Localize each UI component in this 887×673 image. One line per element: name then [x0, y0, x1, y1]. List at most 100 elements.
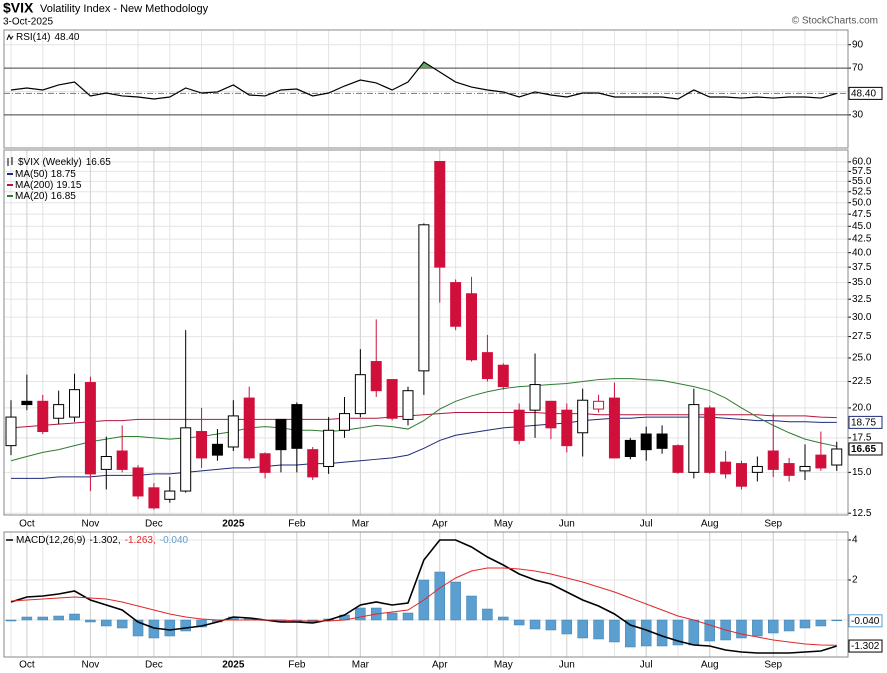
candle-body — [513, 409, 525, 441]
candle-body — [132, 467, 144, 497]
x-tick-label: Aug — [701, 660, 719, 671]
candle-body — [418, 224, 430, 372]
y-tick-label: 20.0 — [852, 403, 872, 414]
candle-body — [672, 445, 684, 473]
macd-line — [10, 539, 837, 654]
histogram-bar — [767, 619, 779, 634]
y-tick-label: 37.5 — [852, 262, 872, 273]
legend: MACD(12,26,9) -1.302, -1.263, -0.040 — [16, 535, 189, 546]
histogram-bar — [799, 619, 811, 629]
legend-value: 16.65 — [86, 157, 111, 168]
candle-body — [164, 490, 176, 500]
histogram-bar — [196, 619, 207, 628]
candle-body — [720, 461, 732, 475]
x-tick-label: Nov — [82, 519, 100, 530]
candle-body — [116, 450, 128, 470]
candle-body — [497, 364, 509, 388]
candle-body — [211, 443, 223, 456]
legend: $VIX (Weekly) 16.65 — [18, 157, 111, 168]
histogram-bar — [386, 612, 398, 621]
y-tick-label: 45.0 — [852, 221, 872, 232]
histogram-bar — [577, 619, 588, 639]
histogram-bar — [53, 615, 64, 621]
x-tick-label: Nov — [82, 660, 100, 671]
histogram-bar — [831, 619, 843, 622]
y-tick-label: 30.0 — [852, 312, 872, 323]
histogram-bar — [85, 619, 96, 623]
histogram-bar — [482, 608, 493, 621]
y-tick-label: 30 — [852, 110, 864, 121]
candle-body — [21, 400, 33, 406]
x-tick-label: 2025 — [222, 519, 245, 530]
legend-name: MA(50) — [15, 169, 48, 180]
x-tick-label: Aug — [701, 519, 719, 530]
x-tick-label: Sep — [764, 519, 782, 530]
legend-entry: MA(20) 16.85 — [15, 191, 76, 202]
value-tag-label: 48.40 — [851, 89, 876, 100]
histogram-bar — [672, 619, 684, 646]
legend-value: 19.15 — [56, 180, 81, 191]
candle-body — [735, 463, 747, 487]
candle-body — [243, 397, 255, 459]
x-tick-label: Jul — [640, 660, 653, 671]
y-tick-label: 27.5 — [852, 331, 872, 342]
x-tick-label: Jun — [559, 519, 575, 530]
y-tick-label: 52.5 — [852, 186, 872, 197]
macd-line — [10, 567, 837, 646]
x-tick-label: Jul — [640, 519, 653, 530]
y-tick-label: 32.5 — [852, 294, 872, 305]
histogram-bar — [434, 571, 446, 621]
legend-value: 16.85 — [51, 191, 76, 202]
histogram-bar — [132, 619, 144, 637]
panel-border — [3, 531, 849, 658]
credit: © StockCharts.com — [792, 16, 878, 27]
candle-body — [5, 416, 17, 447]
y-tick-label: 2 — [852, 575, 858, 586]
candle-body — [688, 404, 700, 473]
histogram-bar — [164, 619, 176, 637]
y-tick-label: 17.5 — [852, 432, 872, 443]
histogram-bar — [593, 619, 604, 640]
value-tag — [848, 614, 883, 628]
candle-body — [402, 390, 414, 420]
legend-value: -1.263, — [125, 535, 156, 546]
histogram-bar — [37, 616, 49, 621]
histogram-bar — [5, 619, 17, 622]
candle-body — [100, 456, 112, 470]
legend-entry: MA(200) 19.15 — [15, 180, 82, 191]
x-tick-label: Jun — [559, 660, 575, 671]
candle-body — [37, 400, 49, 433]
value-tag — [848, 639, 883, 653]
candle-body — [831, 448, 843, 466]
candle-body — [307, 449, 319, 478]
histogram-bar — [180, 619, 191, 632]
histogram-bar — [101, 619, 112, 627]
candle-body — [148, 487, 160, 509]
histogram-bar — [704, 619, 715, 642]
panel-border — [3, 29, 849, 149]
symbol: $VIX — [3, 0, 34, 16]
candle-body — [227, 415, 239, 448]
histogram-bar — [625, 619, 636, 648]
candle-body — [84, 382, 96, 475]
y-tick-label: 4 — [852, 535, 858, 546]
histogram-bar — [640, 619, 652, 647]
y-tick-label: 90 — [852, 39, 864, 50]
value-tag-label: 18.75 — [851, 418, 876, 429]
x-tick-label: Feb — [288, 519, 306, 530]
candle-body — [481, 352, 493, 380]
candle-body — [370, 361, 382, 392]
candle-body — [704, 407, 716, 473]
candle-body — [386, 379, 398, 419]
x-tick-label: 2025 — [222, 660, 245, 671]
histogram-bar — [609, 619, 620, 643]
x-tick-label: Sep — [764, 660, 782, 671]
candle-body — [434, 160, 446, 268]
legend-name: MA(20) — [15, 191, 48, 202]
legend-title: RSI(14) — [16, 32, 50, 43]
date: 3-Oct-2025 — [3, 17, 53, 28]
legend-icon — [6, 33, 14, 41]
y-tick-label: 55.0 — [852, 176, 872, 187]
candles — [5, 160, 843, 510]
